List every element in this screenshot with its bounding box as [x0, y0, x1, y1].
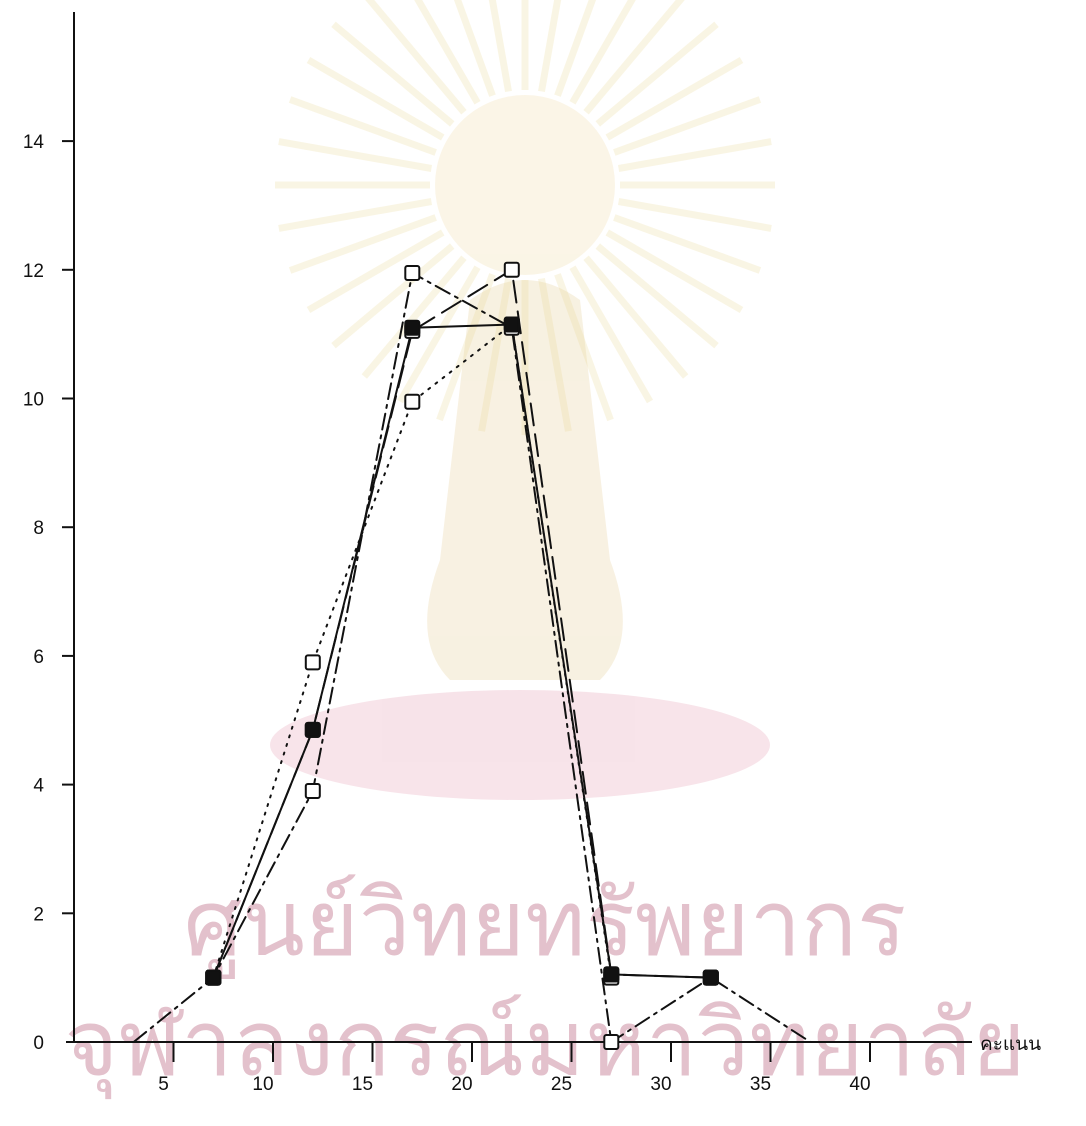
seal-ray [538, 0, 562, 93]
x-tick-label: 30 [650, 1074, 671, 1095]
seal-ray [453, 0, 496, 97]
seal-ray [617, 198, 772, 232]
x-tick-label: 40 [849, 1074, 870, 1095]
x-tick-label: 10 [252, 1074, 273, 1095]
marker-layer [205, 261, 719, 1050]
seal-ray [554, 273, 614, 422]
seal-ray [414, 0, 481, 105]
seal-ray [569, 265, 654, 404]
university-seal-icon [270, 95, 770, 800]
x-tick-label: 35 [750, 1074, 771, 1095]
seal-ray [331, 243, 455, 349]
seal-ray [306, 229, 445, 314]
seal-ray [278, 138, 433, 172]
series-layer [132, 268, 812, 1043]
y-tick-label: 2 [33, 904, 44, 925]
seal-ray [538, 277, 572, 432]
seal-ray [613, 214, 762, 274]
y-tick-label: 4 [33, 776, 44, 797]
filled-square-marker [603, 966, 620, 983]
x-tick-label: 5 [158, 1074, 169, 1095]
seal-ray [595, 243, 719, 349]
open-square-marker [503, 261, 520, 278]
filled-square-marker [304, 721, 321, 738]
seal-ray [605, 229, 744, 314]
filled-square-marker [702, 969, 719, 986]
series-line-dotted [212, 323, 613, 979]
seal-rays [275, 0, 775, 435]
open-square-marker [404, 393, 421, 410]
seal-ray [478, 277, 512, 432]
seal-ray [306, 56, 445, 141]
seal-ray [583, 0, 685, 115]
series-line-dash-dot [132, 272, 812, 1043]
seal-ray [569, 0, 636, 105]
seal-ray [365, 0, 467, 115]
x-axis-title: คะแนน [980, 1033, 1041, 1055]
x-tick-label: 25 [551, 1074, 572, 1095]
watermark-text-line2: จุฬาลงกรณ์มหาวิทยาลัย [64, 990, 1025, 1100]
seal-ray [361, 255, 467, 379]
filled-square-marker [205, 969, 222, 986]
x-tick-label: 15 [352, 1074, 373, 1095]
open-square-marker [304, 783, 321, 800]
seal-ray [278, 198, 433, 232]
y-tick-label: 12 [23, 261, 44, 282]
seal-ray [288, 214, 437, 274]
seal-ray [583, 255, 689, 379]
y-tick-label: 10 [23, 390, 44, 411]
seal-ray [488, 0, 512, 93]
y-tick-label: 0 [33, 1033, 44, 1054]
y-axis-ticks: 0 2 4 6 8 10 12 14 [23, 132, 74, 1054]
filled-square-marker [503, 316, 520, 333]
seal-ray [554, 0, 597, 97]
y-tick-label: 8 [33, 518, 44, 539]
open-square-marker [304, 654, 321, 671]
x-tick-label: 20 [451, 1074, 472, 1095]
open-square-marker [603, 1034, 620, 1050]
seal-ray [617, 138, 772, 172]
y-tick-label: 6 [33, 647, 44, 668]
seal-ray [288, 96, 437, 156]
seal-ray [595, 21, 719, 127]
seal-ray [331, 21, 455, 127]
seal-ray [613, 96, 762, 156]
y-tick-label: 14 [23, 132, 45, 153]
x-axis-ticks: 5 10 15 20 25 30 35 40 [158, 1042, 871, 1095]
open-square-marker [404, 265, 421, 282]
filled-square-marker [404, 319, 421, 336]
seal-ray [396, 265, 481, 404]
seal-ray [436, 273, 496, 422]
series-line-long-dash [212, 268, 712, 979]
seal-ray [605, 56, 744, 141]
watermark-text-line1: ศูนย์วิทยทรัพยากร [184, 870, 907, 979]
